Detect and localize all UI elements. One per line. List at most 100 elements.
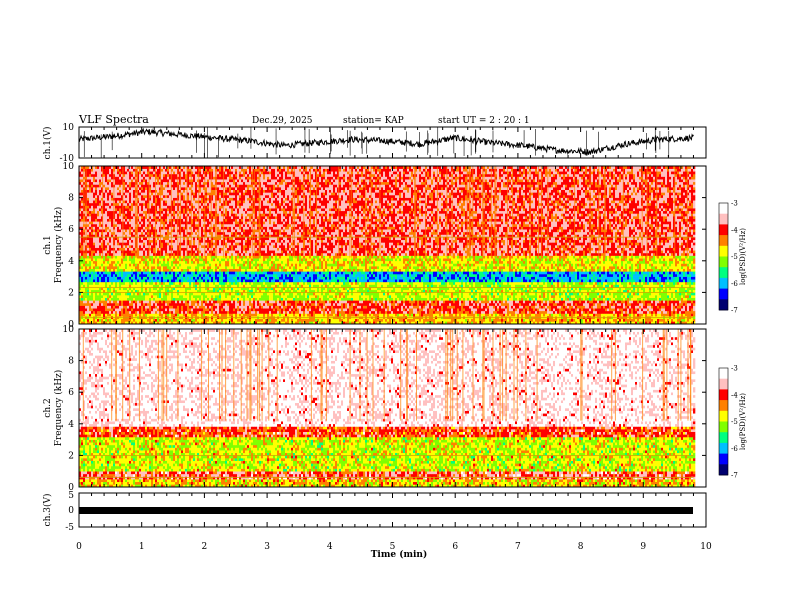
spec-streak	[680, 329, 681, 421]
spec-streak	[541, 166, 542, 258]
spec-streak	[615, 329, 616, 421]
ch2-spectrogram-image	[79, 329, 695, 487]
date-label: Dec.29, 2025	[252, 116, 313, 126]
spec-streak	[155, 166, 156, 258]
spec-streak	[149, 166, 150, 258]
spec-streak	[215, 166, 216, 258]
spec-streak	[292, 166, 293, 258]
spec-streak	[113, 166, 114, 258]
spec-streak	[371, 166, 372, 258]
spec-streak	[495, 166, 496, 258]
spec-streak	[482, 329, 483, 421]
spec-streak	[177, 166, 178, 258]
xtick-label: 2	[202, 542, 208, 552]
spec-streak	[538, 166, 539, 258]
spec-streak	[373, 329, 374, 421]
spec-streak	[416, 329, 417, 421]
spec-streak	[201, 329, 202, 421]
spec-streak	[233, 329, 234, 421]
xtick-label: 9	[640, 542, 646, 552]
spec-streak	[316, 166, 317, 258]
colorbar-label: log(PSD)(V²/Hz)	[739, 228, 747, 285]
spec-streak	[656, 166, 657, 258]
spec-streak	[135, 166, 136, 258]
spec-streak	[452, 329, 453, 421]
spec-streak	[326, 329, 327, 421]
spec-streak	[462, 329, 463, 421]
xtick-label: 0	[76, 542, 82, 552]
spec-ytick-label: 10	[63, 162, 75, 172]
spec-streak	[400, 329, 401, 421]
ch1-spec-ylabel: Frequency (kHz)	[53, 207, 64, 284]
spec-streak	[611, 329, 612, 421]
spec-streak	[360, 329, 361, 421]
spec-streak	[204, 166, 205, 258]
spec-streak	[530, 166, 531, 258]
colorbar-tick-label: -5	[731, 253, 738, 261]
spec-streak	[322, 329, 323, 421]
spec-streak	[484, 329, 485, 421]
spec-streak	[137, 166, 138, 258]
colorbar-tick-label: -7	[731, 307, 738, 315]
spec-streak	[259, 166, 260, 258]
spec-streak	[351, 166, 352, 258]
spec-streak	[647, 166, 648, 258]
colorbar-tick-label: -5	[731, 418, 738, 426]
ch3-ytick-mid: 0	[68, 506, 74, 516]
spec-streak	[623, 166, 624, 258]
spec-streak	[252, 166, 253, 258]
spec-streak	[452, 166, 453, 258]
spec-streak	[222, 329, 223, 421]
spec-streak	[537, 329, 538, 421]
spec-streak	[473, 329, 474, 421]
time-axis-label: Time (min)	[371, 549, 428, 560]
colorbar-tick-label: -7	[731, 472, 738, 480]
spec-streak	[506, 329, 507, 421]
ch1-ylabel: ch.1(V)	[42, 127, 53, 160]
spec-streak	[437, 166, 438, 258]
spec-streak	[365, 166, 366, 258]
spec-streak	[208, 329, 209, 421]
spec-streak	[225, 329, 226, 421]
spec-streak	[502, 329, 503, 421]
figure-title: VLF Spectra	[78, 113, 149, 126]
spec-streak	[160, 166, 161, 258]
spec-streak	[180, 166, 181, 258]
xtick-label: 6	[452, 542, 458, 552]
colorbar-tick-label: -4	[731, 391, 738, 399]
ch3-ytick-bottom: -5	[65, 523, 74, 533]
spec-streak	[384, 329, 385, 421]
ch1-spectrogram-image	[79, 166, 695, 324]
ch3-ytick-top: 5	[68, 491, 74, 501]
spec-ytick-label: 10	[63, 325, 75, 335]
spec-streak	[162, 329, 163, 421]
spec-streak	[674, 166, 675, 258]
spec-ytick-label: 4	[68, 420, 74, 430]
spec-streak	[262, 329, 263, 421]
spec-streak	[493, 329, 494, 421]
spec-streak	[257, 329, 258, 421]
spec-streak	[494, 166, 495, 258]
xtick-label: 4	[327, 542, 333, 552]
spec-streak	[425, 166, 426, 258]
colorbar-tick-label: -3	[731, 200, 738, 208]
spec-ytick-label: 6	[68, 388, 74, 398]
spec-streak	[86, 166, 87, 258]
spec-streak	[129, 329, 130, 421]
spec-streak	[163, 329, 164, 421]
xtick-label: 7	[515, 542, 521, 552]
spec-streak	[191, 166, 192, 258]
spec-streak	[517, 329, 518, 421]
spec-streak	[664, 329, 665, 421]
spec-streak	[582, 329, 583, 421]
spec-streak	[512, 166, 513, 258]
spec-streak	[406, 329, 407, 421]
spec-streak	[590, 166, 591, 258]
spec-streak	[254, 166, 255, 258]
spec-streak	[415, 166, 416, 258]
spec-streak	[171, 166, 172, 258]
